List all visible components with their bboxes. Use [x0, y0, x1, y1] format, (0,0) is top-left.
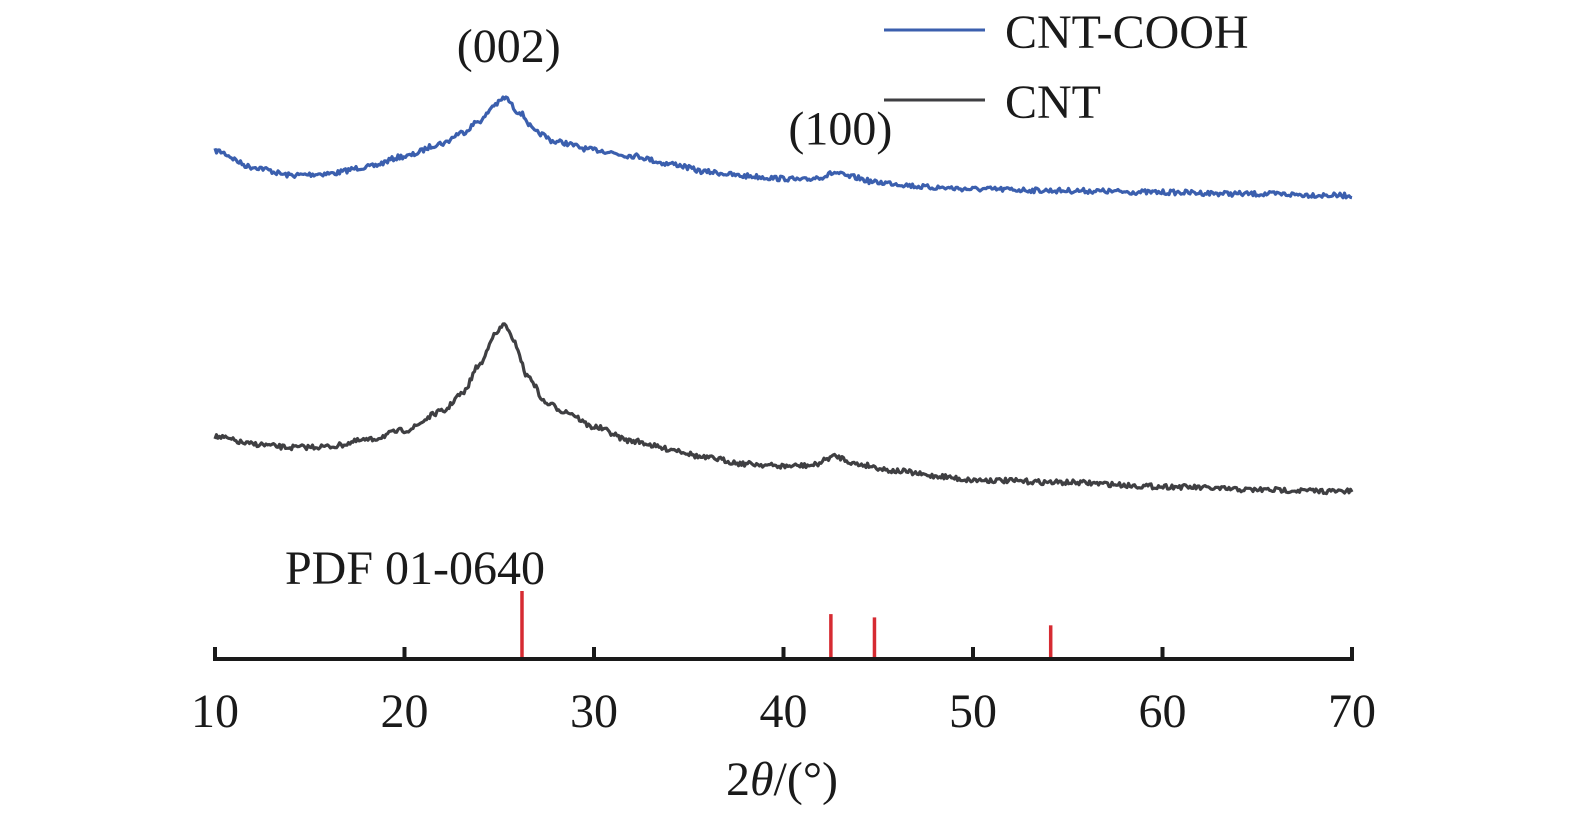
curves-layer	[213, 95, 1354, 496]
legend-label-cnt: CNT	[1005, 76, 1101, 129]
x-tick-labels: 10 20 30 40 50 60 70	[191, 685, 1376, 738]
peak-annotation: (002)	[457, 20, 561, 73]
x-axis-label: 2θ/(°)	[726, 753, 838, 806]
x-tick-label: 30	[570, 685, 618, 738]
series-line-cnt	[213, 322, 1354, 496]
x-tick-label: 60	[1139, 685, 1187, 738]
x-tick-label: 40	[760, 685, 808, 738]
x-axis-label-suffix: /(°)	[774, 753, 839, 806]
x-axis-label-symbol: θ	[750, 753, 774, 806]
peak-annotations: (002) (100)	[457, 20, 893, 155]
x-tick-label: 70	[1328, 685, 1376, 738]
x-tick-label: 10	[191, 685, 239, 738]
reference-bars-layer	[520, 591, 1053, 657]
reference-label: PDF 01-0640	[285, 542, 545, 595]
x-tick-label: 20	[381, 685, 429, 738]
peak-annotation: (100)	[788, 102, 892, 155]
x-tick-label: 50	[949, 685, 997, 738]
legend-label-cnt-cooh: CNT-COOH	[1005, 6, 1249, 59]
x-axis-label-prefix: 2	[726, 753, 750, 806]
legend: CNT-COOH CNT	[884, 6, 1249, 129]
x-axis	[213, 647, 1354, 661]
series-line-cnt-cooh	[213, 95, 1353, 200]
